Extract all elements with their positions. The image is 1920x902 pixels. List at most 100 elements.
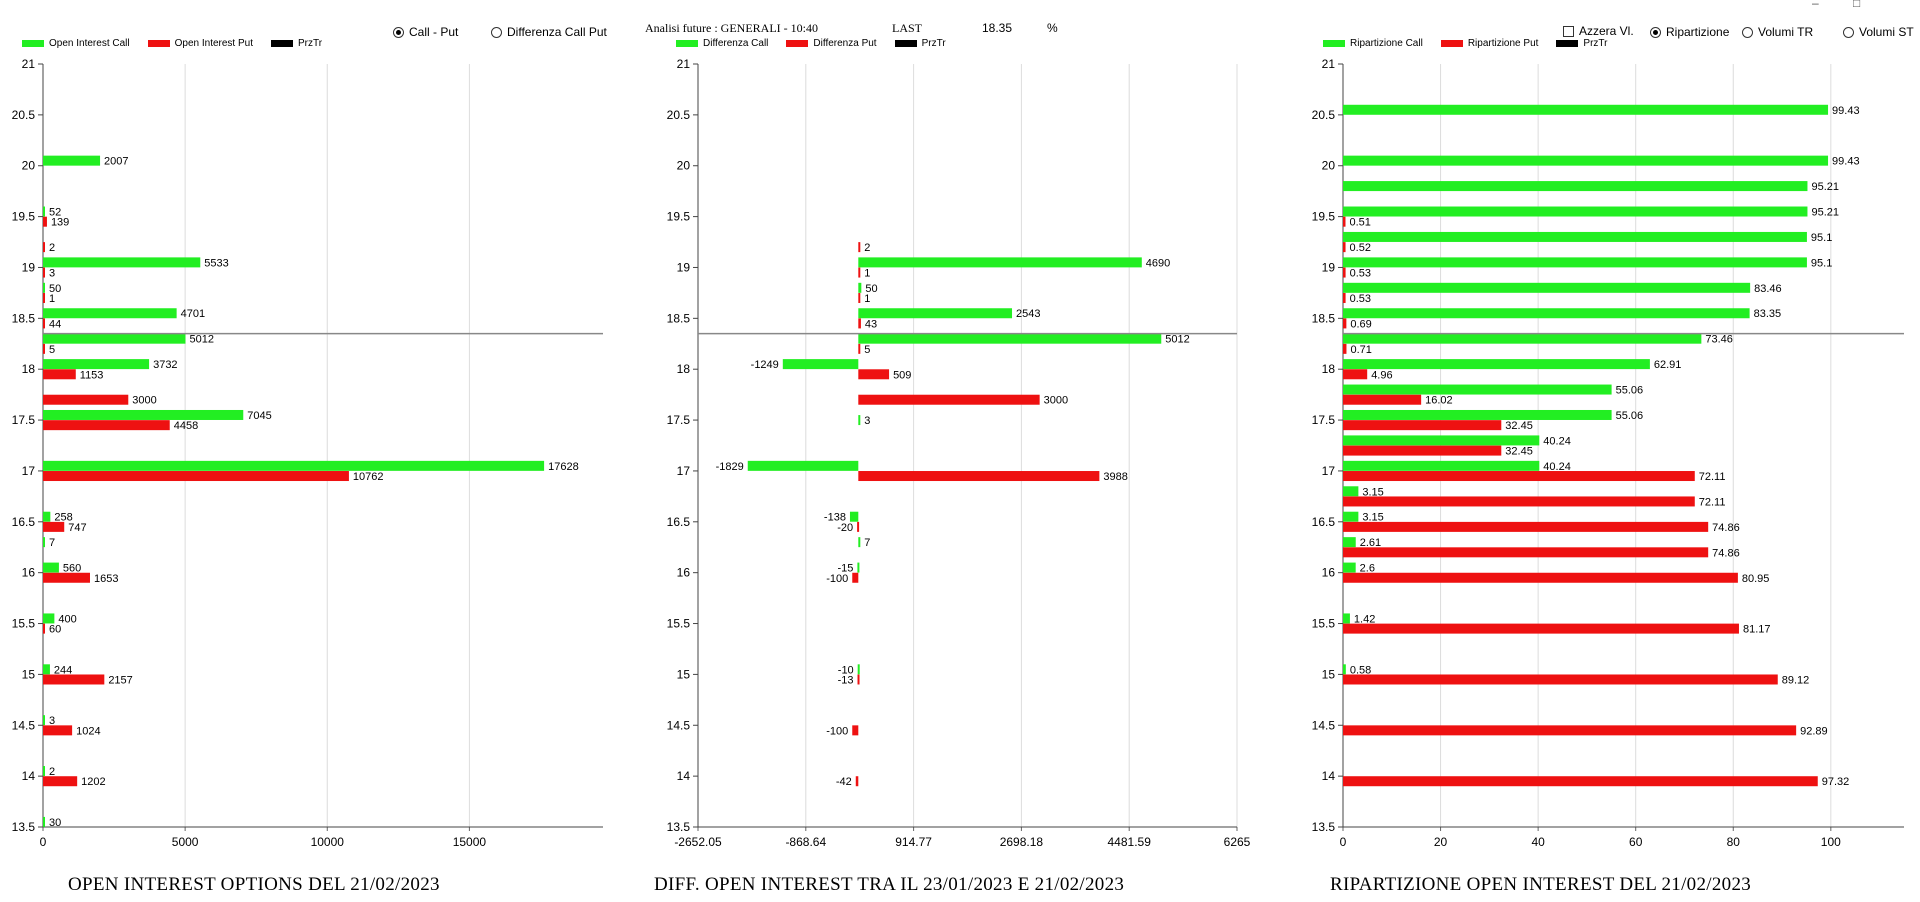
bar-value-label: -100: [826, 573, 848, 585]
legend-swatch-call: [1323, 40, 1345, 47]
bar-value-label: 32.45: [1505, 446, 1533, 458]
put-bar: [857, 521, 860, 532]
legend-swatch-prztr: [271, 40, 293, 47]
call-bar: [1343, 257, 1807, 268]
call-bar: [1343, 511, 1359, 522]
maximize-icon[interactable]: □: [1853, 0, 1861, 10]
legend-swatch-put: [1440, 40, 1463, 47]
bar-value-label: 2157: [108, 674, 132, 686]
call-bar: [1343, 384, 1612, 395]
y-tick-label: 19: [1322, 260, 1336, 274]
legend-swatch-prztr: [894, 40, 917, 47]
bar-value-label: 83.46: [1754, 283, 1782, 295]
y-tick-label: 14: [1322, 769, 1336, 783]
bar-value-label: 50: [49, 283, 61, 295]
y-tick-label: 19.5: [12, 210, 36, 224]
radio-volumi-tr[interactable]: Volumi TR: [1742, 25, 1813, 39]
radio-indicator[interactable]: [1843, 26, 1854, 38]
y-tick-label: 20: [1322, 159, 1336, 173]
radio-volumi-st[interactable]: Volumi ST: [1843, 25, 1914, 39]
call-bar: [858, 415, 861, 426]
radio-indicator[interactable]: [393, 26, 404, 38]
y-tick-label: 19: [677, 260, 691, 274]
bar-value-label: 97.32: [1822, 776, 1850, 788]
put-bar: [1343, 318, 1347, 329]
call-bar: [782, 359, 859, 370]
put-bar: [1343, 471, 1695, 482]
put-bar: [858, 394, 1040, 405]
radio-diff-call-put[interactable]: Differenza Call Put: [491, 25, 607, 39]
y-tick-label: 17.5: [12, 413, 36, 427]
y-tick-label: 13.5: [12, 820, 36, 834]
put-bar: [858, 242, 861, 253]
put-bar: [43, 471, 349, 482]
legend-swatch-put: [786, 40, 809, 47]
y-tick-label: 14.5: [1312, 718, 1336, 732]
bar-value-label: 3: [49, 715, 55, 727]
bar-value-label: 72.11: [1699, 496, 1726, 508]
bar-value-label: 83.35: [1754, 308, 1782, 320]
toolbar: Call - Put Differenza Call Put Analisi f…: [0, 0, 1920, 60]
call-bar: [1343, 104, 1829, 115]
checkbox-azzera[interactable]: Azzera Vl.: [1563, 24, 1634, 38]
y-tick-label: 17: [677, 464, 691, 478]
radio-indicator[interactable]: [491, 26, 502, 38]
bar-value-label: 0.53: [1350, 268, 1371, 280]
call-bar: [1343, 308, 1750, 319]
put-bar: [1343, 420, 1502, 431]
checkbox-box[interactable]: [1563, 25, 1574, 37]
y-tick-label: 20: [677, 159, 691, 173]
radio-call-put[interactable]: Call - Put: [393, 25, 458, 39]
bar-value-label: 1653: [94, 573, 118, 585]
x-tick-label: -2652.05: [674, 835, 722, 849]
bar-value-label: 74.86: [1712, 547, 1740, 559]
put-bar: [43, 420, 170, 431]
put-bar: [1343, 292, 1346, 303]
bar-value-label: 5012: [189, 334, 213, 346]
put-bar: [852, 572, 859, 583]
legend-chart-1: Open Interest Call Open Interest Put Prz…: [22, 38, 340, 49]
x-tick-label: 5000: [172, 835, 199, 849]
radio-call-put-label: Call - Put: [409, 25, 459, 39]
x-tick-label: -868.64: [785, 835, 826, 849]
y-tick-label: 17: [1322, 464, 1336, 478]
y-tick-label: 17.5: [667, 413, 691, 427]
bar-value-label: 55.06: [1616, 410, 1644, 422]
radio-indicator[interactable]: [1650, 26, 1661, 38]
put-bar: [858, 471, 1100, 482]
legend-chart-2: Differenza Call Differenza Put PrzTr: [676, 38, 964, 49]
legend-label: Differenza Call: [703, 38, 769, 49]
bar-value-label: 40.24: [1543, 435, 1571, 447]
bar-value-label: 0.58: [1350, 664, 1371, 676]
call-bar: [43, 511, 51, 522]
radio-ripartizione[interactable]: Ripartizione: [1650, 25, 1729, 39]
bar-value-label: 2: [49, 242, 55, 254]
y-tick-label: 15.5: [12, 617, 36, 631]
call-bar: [1343, 206, 1808, 217]
y-tick-label: 15.5: [667, 617, 691, 631]
bar-value-label: 17628: [548, 461, 579, 473]
bar-value-label: 3988: [1103, 471, 1127, 483]
bar-value-label: 4701: [181, 308, 205, 320]
bar-value-label: -13: [838, 674, 854, 686]
bar-value-label: 3000: [132, 395, 156, 407]
bar-value-label: 30: [49, 817, 61, 829]
call-bar: [857, 664, 860, 675]
radio-indicator[interactable]: [1742, 26, 1753, 38]
call-bar: [849, 511, 859, 522]
bar-value-label: 2543: [1016, 308, 1040, 320]
call-bar: [1343, 359, 1650, 370]
bar-value-label: 2: [864, 242, 870, 254]
y-tick-label: 20.5: [667, 108, 691, 122]
call-bar: [1343, 282, 1751, 293]
bar-value-label: 5533: [204, 257, 228, 269]
put-bar: [1343, 572, 1738, 583]
bar-value-label: 62.91: [1654, 359, 1682, 371]
put-bar: [43, 216, 47, 227]
call-bar: [1343, 409, 1612, 420]
call-bar: [1343, 613, 1350, 624]
bar-value-label: 99.43: [1832, 105, 1860, 117]
bar-value-label: 0.69: [1350, 318, 1371, 330]
put-bar: [1343, 776, 1818, 787]
minimize-icon[interactable]: –: [1812, 0, 1819, 10]
